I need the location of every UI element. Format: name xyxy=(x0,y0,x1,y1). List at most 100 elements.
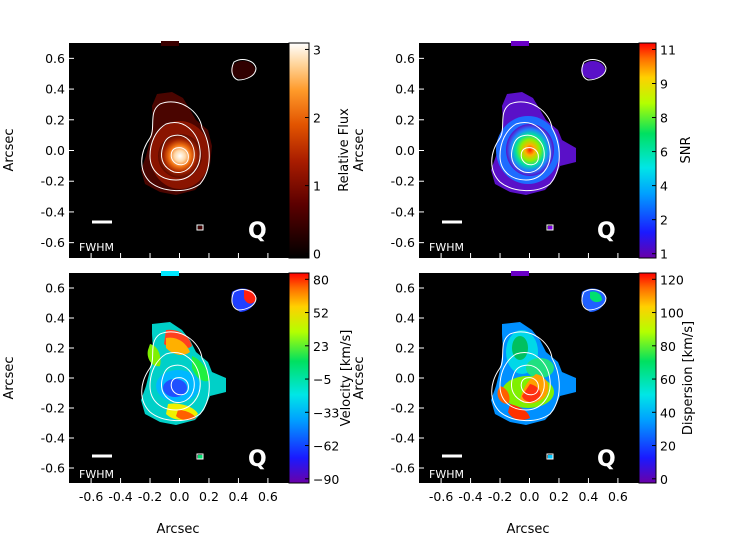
x-tick-label: -0.2 xyxy=(138,489,162,504)
y-axis-title: Arcsec xyxy=(352,356,367,399)
colorbar-tick-label: 60 xyxy=(660,372,676,387)
x-axis-title: Arcsec xyxy=(156,522,199,537)
colorbar-tick-label: −62 xyxy=(313,439,339,454)
colorbar xyxy=(638,42,657,259)
colorbar-tick-label: 100 xyxy=(660,306,684,321)
colorbar-title: Dispersion [km/s] xyxy=(681,321,696,435)
y-tick-label: -0.6 xyxy=(41,235,65,250)
y-tick-label: -0.2 xyxy=(41,174,65,189)
colorbar-tick-label: 80 xyxy=(313,272,329,287)
x-axis-title: Arcsec xyxy=(506,522,549,537)
beam-label: FWHM xyxy=(429,241,464,254)
flux-emission xyxy=(141,41,255,230)
y-axis-title: Arcsec xyxy=(2,128,17,171)
y-tick-label: -0.2 xyxy=(391,401,415,416)
x-tick-label: -0.4 xyxy=(458,489,482,504)
panel-flux: FWHM Q 0.6 0.4 0.2 0.0 -0.2 -0.4 -0.6 Arcsec 0… xyxy=(2,41,352,262)
object-label: Q xyxy=(248,219,267,244)
x-tick-label: 0.2 xyxy=(549,489,569,504)
beam-label: FWHM xyxy=(79,241,114,254)
y-tick-label: -0.4 xyxy=(41,204,65,219)
panel-snr: FWHM Q 0.6 0.4 0.2 0.0 -0.2 -0.4 -0.6 Arcsec 1… xyxy=(352,41,694,262)
y-tick-label: 0.6 xyxy=(45,281,65,296)
colorbar-title: SNR xyxy=(679,136,694,163)
panel-dispersion: FWHM Q 0.60.40.20.0-0.2-0.4-0.6-0.6 -0.4-… xyxy=(352,271,696,537)
x-tick-label: 0.0 xyxy=(520,489,540,504)
object-label: Q xyxy=(248,447,267,472)
colorbar-tick-label: 40 xyxy=(660,405,676,420)
y-tick-label: -0.4 xyxy=(41,431,65,446)
y-tick-label: 0.4 xyxy=(45,311,65,326)
y-tick-label: 0.2 xyxy=(45,112,65,127)
y-tick-label: 0.2 xyxy=(395,341,415,356)
object-label: Q xyxy=(597,447,616,472)
x-tick-label: -0.6 xyxy=(79,489,103,504)
y-tick-label: -0.6 xyxy=(41,461,65,476)
x-tick-label: 0.4 xyxy=(578,489,598,504)
colorbar-tick-label: 120 xyxy=(660,272,684,287)
y-tick-label: 0.0 xyxy=(395,143,415,158)
colorbar xyxy=(638,272,657,484)
object-label: Q xyxy=(597,219,616,244)
colorbar-tick-label: 80 xyxy=(660,339,676,354)
colorbar-tick-label: 6 xyxy=(660,145,668,160)
y-tick-label: 0.4 xyxy=(395,82,415,97)
y-axis-title: Arcsec xyxy=(352,128,367,171)
colorbar xyxy=(288,42,310,259)
colorbar-tick-label: −33 xyxy=(313,405,339,420)
y-tick-label: 0.6 xyxy=(395,51,415,66)
y-tick-label: 0.0 xyxy=(395,371,415,386)
colorbar-tick-label: 3 xyxy=(313,42,321,57)
colorbar-tick-label: 23 xyxy=(313,339,329,354)
x-tick-label: 0.0 xyxy=(170,489,190,504)
colorbar-tick-label: 2 xyxy=(660,213,668,228)
colorbar-tick-label: 11 xyxy=(660,42,676,57)
dispersion-contours xyxy=(491,289,607,460)
colorbar-tick-label: 2 xyxy=(313,111,321,126)
colorbar-tick-label: 1 xyxy=(313,179,321,194)
colorbar-tick-label: 8 xyxy=(660,111,668,126)
y-tick-label: 0.4 xyxy=(395,311,415,326)
snr-contours xyxy=(491,59,607,231)
y-tick-label: 0.6 xyxy=(395,281,415,296)
velocity-emission xyxy=(141,271,256,459)
colorbar-title: Velocity [km/s] xyxy=(339,330,354,427)
colorbar-tick-label: −5 xyxy=(313,372,331,387)
y-tick-label: -0.6 xyxy=(391,461,415,476)
x-tick-label: 0.2 xyxy=(199,489,219,504)
y-tick-label: 0.6 xyxy=(45,51,65,66)
y-tick-label: -0.2 xyxy=(41,401,65,416)
colorbar-tick-label: 20 xyxy=(660,439,676,454)
y-tick-label: 0.4 xyxy=(45,82,65,97)
y-tick-label: -0.2 xyxy=(391,174,415,189)
y-tick-label: 0.0 xyxy=(45,143,65,158)
x-tick-label: -0.2 xyxy=(488,489,512,504)
colorbar-tick-label: 9 xyxy=(660,76,668,91)
x-tick-label: 0.6 xyxy=(258,489,278,504)
y-tick-label: 0.0 xyxy=(45,371,65,386)
x-tick-label: 0.4 xyxy=(228,489,248,504)
y-tick-label: -0.6 xyxy=(391,235,415,250)
colorbar-tick-label: 1 xyxy=(660,247,668,262)
y-tick-label: -0.4 xyxy=(391,431,415,446)
y-tick-label: 0.2 xyxy=(395,112,415,127)
x-tick-label: 0.6 xyxy=(608,489,628,504)
x-tick-label: -0.4 xyxy=(108,489,132,504)
colorbar-title: Relative Flux xyxy=(337,108,352,192)
colorbar-tick-label: 0 xyxy=(660,472,668,487)
beam-label: FWHM xyxy=(429,468,464,481)
colorbar-tick-label: 52 xyxy=(313,306,329,321)
y-axis-title: Arcsec xyxy=(2,356,17,399)
beam-label: FWHM xyxy=(79,468,114,481)
velocity-contours xyxy=(141,289,257,460)
x-tick-label: -0.6 xyxy=(429,489,453,504)
dispersion-emission xyxy=(491,271,606,459)
flux-contours xyxy=(141,59,257,231)
panel-velocity: FWHM Q 0.60.40.20.0-0.2-0.4-0.6-0.6 -0.4-… xyxy=(2,271,354,537)
y-tick-label: 0.2 xyxy=(45,341,65,356)
colorbar xyxy=(288,272,310,484)
y-tick-label: -0.4 xyxy=(391,204,415,219)
colorbar-tick-label: −90 xyxy=(313,472,339,487)
colorbar-tick-label: 4 xyxy=(660,179,668,194)
